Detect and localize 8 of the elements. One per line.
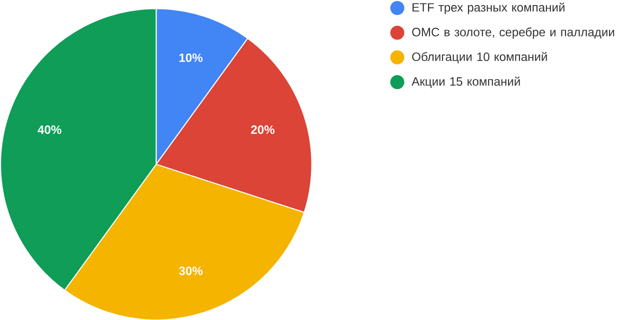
legend-label: ОМС в золоте, серебре и палладии — [412, 27, 614, 39]
data-label: 10% — [179, 53, 203, 62]
data-label: 20% — [251, 125, 275, 134]
data-label: 30% — [178, 266, 203, 275]
legend-label: Акции 15 компаний — [412, 76, 520, 88]
legend-label: Облигации 10 компаний — [412, 52, 547, 64]
legend-label: ETF трех разных компаний — [412, 2, 564, 14]
data-label: 40% — [38, 125, 62, 134]
